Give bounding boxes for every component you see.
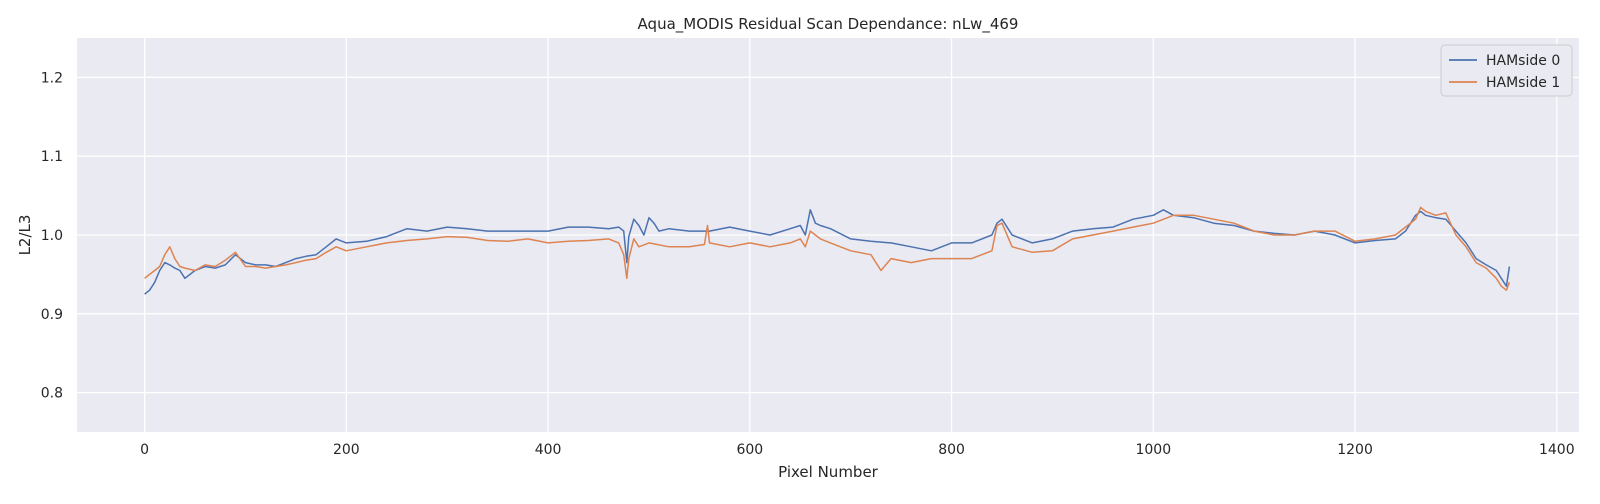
x-tick-label: 1000 (1135, 442, 1171, 458)
x-tick-label: 800 (938, 442, 965, 458)
y-tick-label: 1.2 (41, 70, 63, 86)
legend-box (1440, 44, 1573, 97)
series-line-1 (144, 206, 1511, 291)
x-tick-label: 1400 (1539, 442, 1575, 458)
y-tick-label: 1.0 (41, 228, 63, 244)
x-tick-label: 1200 (1337, 442, 1373, 458)
series-layer (144, 206, 1511, 295)
chart-title: Aqua_MODIS Residual Scan Dependance: nLw… (638, 15, 1019, 34)
y-tick-label: 0.8 (41, 386, 63, 402)
legend: HAMside 0 HAMside 1 (1440, 44, 1573, 97)
y-tick-label: 1.1 (41, 149, 63, 165)
tick-labels: 0 200 400 600 800 1000 1200 1400 0.8 0.9 1.0 1.1 1.2 (41, 70, 1575, 458)
x-tick-label: 200 (333, 442, 360, 458)
y-tick-label: 0.9 (41, 307, 63, 323)
legend-label: HAMside 0 (1486, 53, 1560, 69)
x-axis-label: Pixel Number (778, 463, 879, 481)
grid (77, 38, 1579, 432)
legend-label: HAMside 1 (1486, 75, 1560, 91)
series-line-0 (144, 209, 1511, 295)
x-tick-label: 600 (736, 442, 763, 458)
y-axis-label: L2/L3 (16, 215, 34, 256)
x-tick-label: 400 (535, 442, 562, 458)
x-tick-label: 0 (140, 442, 149, 458)
